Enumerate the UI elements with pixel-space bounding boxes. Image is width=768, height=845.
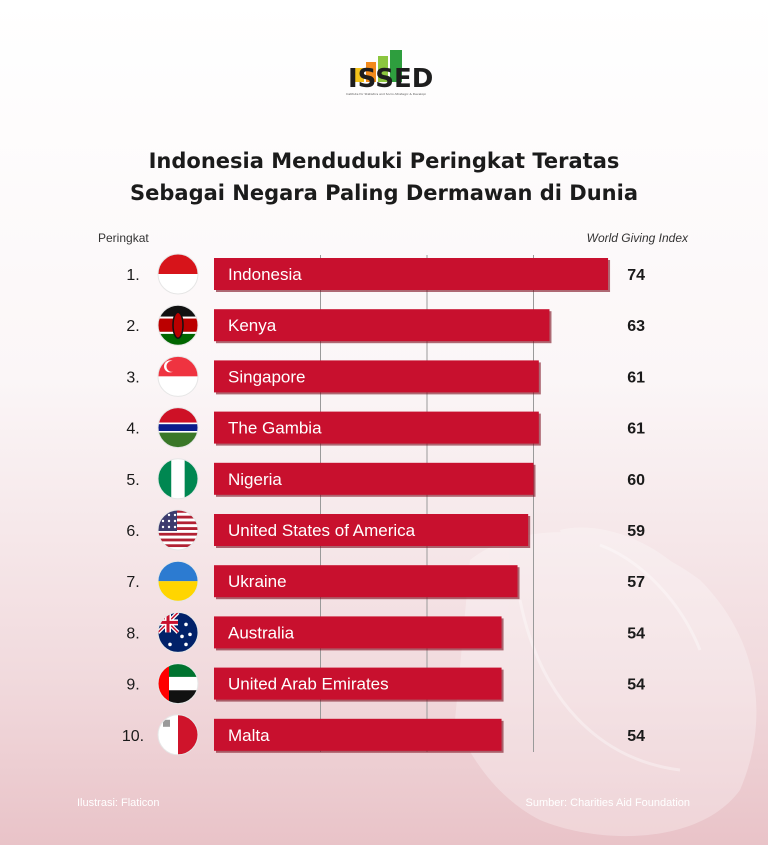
bar	[214, 514, 529, 546]
value-label: 74	[627, 267, 645, 284]
page-title-line-2: Sebagai Negara Paling Dermawan di Dunia	[130, 181, 638, 205]
chart-row: 5. Nigeria 60	[126, 458, 645, 500]
rank-label: 4.	[126, 421, 139, 438]
value-label: 60	[627, 472, 645, 489]
page-title-line-1: Indonesia Menduduki Peringkat Teratas	[148, 149, 620, 173]
chart-row: 2. Kenya 63	[126, 304, 645, 346]
chart-row: 4. The Gambia 61	[126, 407, 645, 449]
value-label: 54	[627, 625, 645, 642]
flag-ring	[157, 560, 199, 602]
bar	[214, 667, 502, 700]
flag-ring	[157, 355, 199, 397]
category-label: Indonesia	[228, 265, 302, 284]
flag-ring	[157, 509, 199, 551]
logo-tagline: Institute for Statistics and Socio-Strat…	[346, 92, 426, 96]
bar	[214, 718, 502, 751]
rank-label: 9.	[126, 677, 139, 694]
flag-ring	[157, 253, 199, 295]
chart-row: 1. Indonesia 74	[126, 253, 645, 295]
value-label: 59	[627, 523, 645, 540]
rank-label: 3.	[126, 369, 139, 386]
flag-uae-icon	[158, 663, 198, 704]
rank-label: 1.	[126, 267, 139, 284]
issed-logo: ISSED Institute for Statistics and Socio…	[340, 48, 434, 100]
flag-ring	[157, 407, 199, 449]
flag-singapore-icon	[158, 356, 198, 397]
chart-row: 10. Malta 54	[122, 714, 645, 756]
rank-column-header: Peringkat	[98, 231, 149, 245]
illustration-credit: Ilustrasi: Flaticon	[77, 797, 160, 809]
value-label: 61	[627, 421, 645, 438]
bar	[214, 411, 539, 444]
value-label: 57	[627, 574, 645, 591]
category-label: The Gambia	[228, 419, 322, 438]
flag-ring	[157, 611, 199, 653]
bar	[214, 462, 534, 495]
flag-indonesia-icon	[158, 254, 198, 294]
rank-label: 10.	[122, 728, 144, 745]
flag-kenya-icon	[158, 305, 198, 346]
bar	[214, 360, 539, 393]
value-label: 54	[627, 728, 645, 745]
category-label: Singapore	[228, 367, 306, 386]
flag-australia-icon	[158, 612, 198, 653]
rank-label: 7.	[126, 574, 139, 591]
flag-ring	[157, 458, 199, 500]
bar	[214, 565, 518, 598]
flag-malta-icon	[158, 714, 198, 755]
rank-label: 2.	[126, 318, 139, 335]
category-label: United Arab Emirates	[228, 675, 389, 694]
bar	[214, 309, 550, 342]
chart-row: 6. United States of America 59	[126, 509, 645, 551]
value-label: 61	[627, 369, 645, 386]
category-label: United States of America	[228, 521, 416, 540]
rank-label: 5.	[126, 472, 139, 489]
rank-label: 8.	[126, 625, 139, 642]
flag-ring	[157, 663, 199, 705]
flag-gambia-icon	[158, 407, 198, 448]
flag-ukraine-icon	[158, 561, 198, 602]
category-label: Australia	[228, 623, 295, 642]
metric-column-header: World Giving Index	[586, 231, 688, 245]
bar	[214, 616, 502, 649]
flag-ring	[157, 714, 199, 756]
chart-row: 9. United Arab Emirates 54	[126, 663, 645, 705]
logo-wordmark: ISSED	[348, 64, 434, 94]
category-label: Malta	[228, 726, 270, 745]
category-label: Kenya	[228, 316, 277, 335]
source-credit: Sumber: Charities Aid Foundation	[525, 797, 690, 809]
category-label: Ukraine	[228, 572, 287, 591]
bar	[214, 258, 609, 290]
category-label: Nigeria	[228, 470, 282, 489]
rank-label: 6.	[126, 523, 139, 540]
chart-row: 3. Singapore 61	[126, 355, 645, 397]
chart-row: 7. Ukraine 57	[126, 560, 645, 602]
value-label: 54	[627, 677, 645, 694]
chart-row: 8. Australia 54	[126, 611, 645, 653]
flag-nigeria-icon	[158, 458, 198, 499]
logo-bars-icon	[354, 50, 402, 82]
flag-ring	[157, 304, 199, 346]
value-label: 63	[627, 318, 645, 335]
